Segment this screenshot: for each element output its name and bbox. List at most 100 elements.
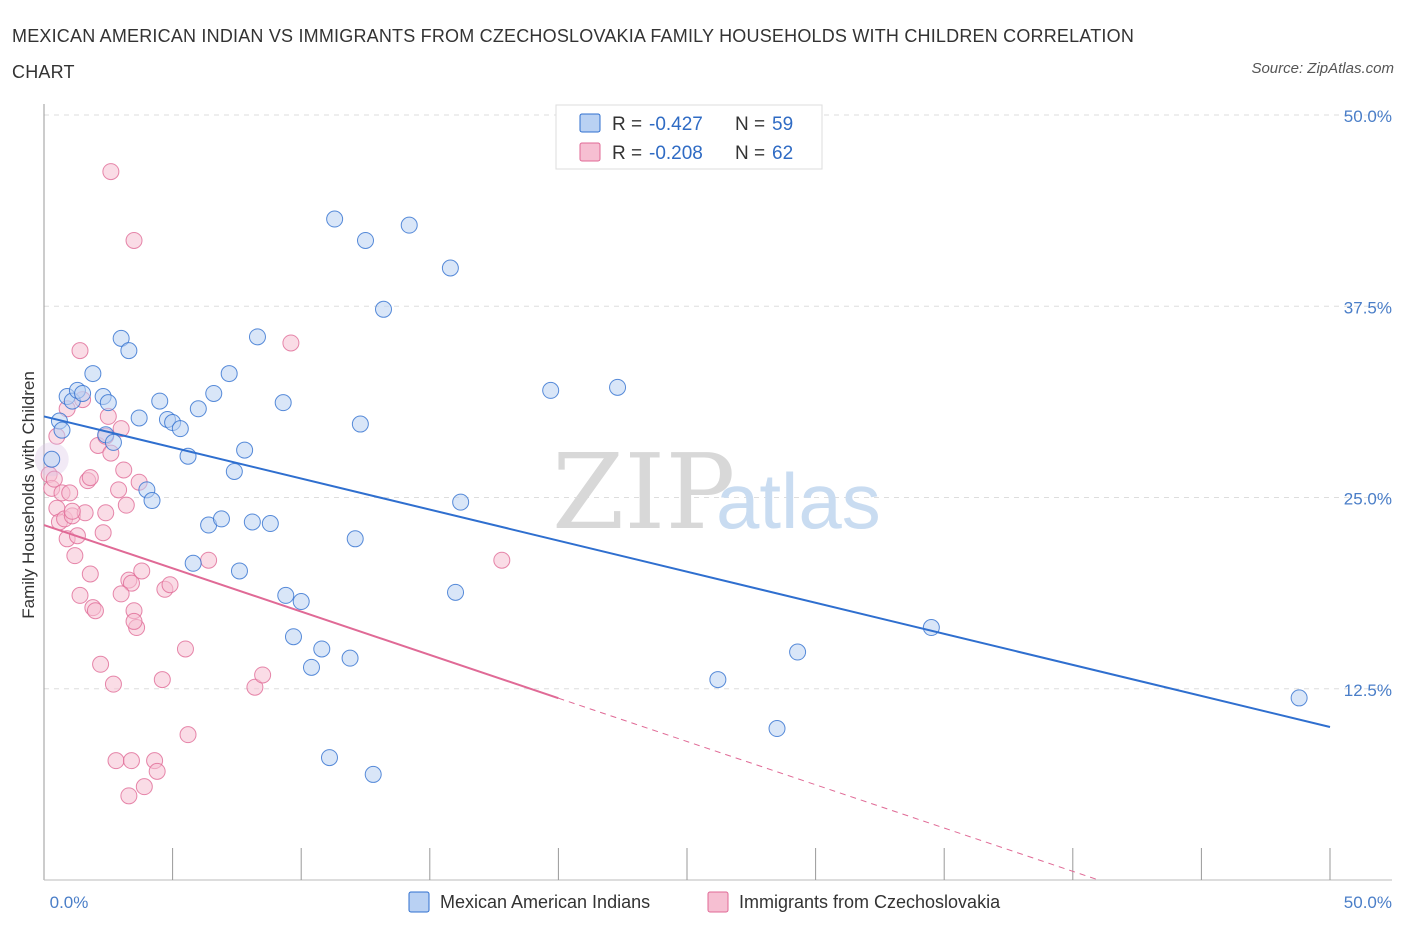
point-mexican-american-indian-40 bbox=[320, 749, 338, 767]
point-czechoslovakia-10 bbox=[66, 547, 84, 565]
point-mexican-american-indian-44 bbox=[351, 415, 369, 433]
legend-n-value-2: 62 bbox=[772, 143, 793, 164]
point-mexican-american-indian-42 bbox=[341, 649, 359, 667]
point-mexican-american-indian-36 bbox=[284, 628, 302, 646]
tick-labels: 12.5% 25.0% 37.5% 50.0% 0.0% 50.0% bbox=[50, 107, 1392, 912]
point-czechoslovakia-43 bbox=[135, 778, 153, 796]
point-czechoslovakia-38 bbox=[102, 163, 120, 181]
point-czechoslovakia-18 bbox=[86, 602, 104, 620]
point-mexican-american-indian-30 bbox=[236, 441, 254, 459]
series-legend-label-2: Immigrants from Czechoslovakia bbox=[739, 892, 1001, 912]
point-mexican-american-indian-26 bbox=[212, 510, 230, 528]
point-mexican-american-indian-57 bbox=[922, 619, 940, 637]
legend-n-label-2: N = bbox=[735, 143, 765, 164]
point-czechoslovakia-39 bbox=[125, 231, 143, 249]
point-czechoslovakia-27 bbox=[110, 481, 128, 499]
point-czechoslovakia-16 bbox=[81, 565, 99, 583]
y-tick-label-3: 50.0% bbox=[1344, 107, 1392, 126]
point-czechoslovakia-42 bbox=[125, 612, 143, 630]
point-mexican-american-indian-13 bbox=[120, 342, 138, 360]
point-czechoslovakia-29 bbox=[115, 461, 133, 479]
point-czechoslovakia-46 bbox=[153, 671, 171, 689]
point-mexican-american-indian-27 bbox=[220, 365, 238, 383]
points-mexican-american-indians bbox=[43, 210, 1308, 783]
point-mexican-american-indian-20 bbox=[171, 420, 189, 438]
y-tick-label-1: 25.0% bbox=[1344, 490, 1392, 509]
point-mexican-american-indian-33 bbox=[261, 515, 279, 533]
point-mexican-american-indian-34 bbox=[274, 394, 292, 412]
point-czechoslovakia-45 bbox=[148, 762, 166, 780]
point-czechoslovakia-20 bbox=[92, 655, 110, 673]
point-czechoslovakia-52 bbox=[246, 678, 264, 696]
trend-lines bbox=[43, 415, 1331, 881]
point-czechoslovakia-49 bbox=[176, 640, 194, 658]
point-mexican-american-indian-47 bbox=[375, 300, 393, 318]
series-legend-swatch-blue bbox=[408, 891, 430, 913]
point-mexican-american-indian-39 bbox=[313, 640, 331, 658]
point-mexican-american-indian-52 bbox=[542, 381, 560, 399]
point-mexican-american-indian-31 bbox=[243, 513, 261, 531]
point-czechoslovakia-48 bbox=[161, 576, 179, 594]
y-tick-label-0: 12.5% bbox=[1344, 681, 1392, 700]
y-tick-label-2: 37.5% bbox=[1344, 298, 1392, 317]
axes bbox=[43, 104, 1392, 881]
point-czechoslovakia-50 bbox=[179, 726, 197, 744]
point-czechoslovakia-40 bbox=[120, 787, 138, 805]
point-mexican-american-indian-41 bbox=[326, 210, 344, 228]
legend-n-label-1: N = bbox=[735, 114, 765, 135]
point-czechoslovakia-8 bbox=[61, 484, 79, 502]
point-czechoslovakia-30 bbox=[117, 496, 135, 514]
point-czechoslovakia-32 bbox=[122, 574, 140, 592]
point-mexican-american-indian-50 bbox=[447, 583, 465, 601]
point-czechoslovakia-57 bbox=[81, 469, 99, 487]
gridlines bbox=[44, 114, 1392, 690]
point-czechoslovakia-53 bbox=[254, 666, 272, 684]
point-mexican-american-indian-2 bbox=[53, 421, 71, 439]
legend-r-value-1: -0.427 bbox=[649, 114, 703, 135]
point-mexican-american-indian-54 bbox=[709, 671, 727, 689]
point-mexican-american-indian-29 bbox=[230, 562, 248, 580]
watermark: ZIP atlas bbox=[552, 431, 881, 553]
point-czechoslovakia-2 bbox=[45, 470, 63, 488]
chart-title: MEXICAN AMERICAN INDIAN VS IMMIGRANTS FR… bbox=[12, 26, 1135, 82]
point-mexican-american-indian-14 bbox=[130, 409, 148, 427]
point-czechoslovakia-41 bbox=[122, 752, 140, 770]
point-czechoslovakia-59 bbox=[112, 585, 130, 603]
point-czechoslovakia-55 bbox=[493, 551, 511, 569]
trend-line-czechoslovakia-extension bbox=[558, 697, 1099, 881]
point-mexican-american-indian-6 bbox=[74, 384, 92, 402]
point-mexican-american-indian-51 bbox=[452, 493, 470, 511]
point-mexican-american-indian-23 bbox=[189, 400, 207, 418]
point-mexican-american-indian-28 bbox=[225, 462, 243, 480]
correlation-legend: R = -0.427 N = 59 R = -0.208 N = 62 bbox=[555, 104, 823, 170]
point-mexican-american-indian-55 bbox=[768, 720, 786, 738]
point-mexican-american-indian-7 bbox=[84, 365, 102, 383]
point-mexican-american-indian-22 bbox=[184, 554, 202, 572]
watermark-atlas: atlas bbox=[716, 457, 881, 545]
point-czechoslovakia-28 bbox=[112, 420, 130, 438]
point-mexican-american-indian-16 bbox=[143, 492, 161, 510]
point-czechoslovakia-25 bbox=[104, 675, 122, 693]
point-mexican-american-indian-17 bbox=[151, 392, 169, 410]
point-mexican-american-indian-12 bbox=[112, 329, 130, 347]
point-mexican-american-indian-43 bbox=[346, 530, 364, 548]
point-mexican-american-indian-46 bbox=[364, 765, 382, 783]
watermark-zip: ZIP bbox=[552, 431, 735, 553]
legend-r-value-2: -0.208 bbox=[649, 143, 703, 164]
legend-r-label-2: R = bbox=[612, 143, 642, 164]
point-czechoslovakia-37 bbox=[71, 342, 89, 360]
legend-r-label-1: R = bbox=[612, 114, 642, 135]
point-mexican-american-indian-56 bbox=[789, 643, 807, 661]
point-mexican-american-indian-53 bbox=[609, 378, 627, 396]
point-mexican-american-indian-35 bbox=[277, 586, 295, 604]
point-mexican-american-indian-11 bbox=[104, 433, 122, 451]
point-mexican-american-indian-37 bbox=[292, 593, 310, 611]
points-czechoslovakia bbox=[34, 163, 511, 805]
point-mexican-american-indian-0 bbox=[43, 450, 61, 468]
legend-n-value-1: 59 bbox=[772, 114, 793, 135]
trend-line-mexican-american-indians bbox=[43, 415, 1331, 728]
y-axis-label: Family Households with Children bbox=[19, 371, 38, 619]
series-legend-label-1: Mexican American Indians bbox=[440, 892, 650, 912]
point-mexican-american-indian-38 bbox=[302, 658, 320, 676]
point-mexican-american-indian-48 bbox=[400, 216, 418, 234]
